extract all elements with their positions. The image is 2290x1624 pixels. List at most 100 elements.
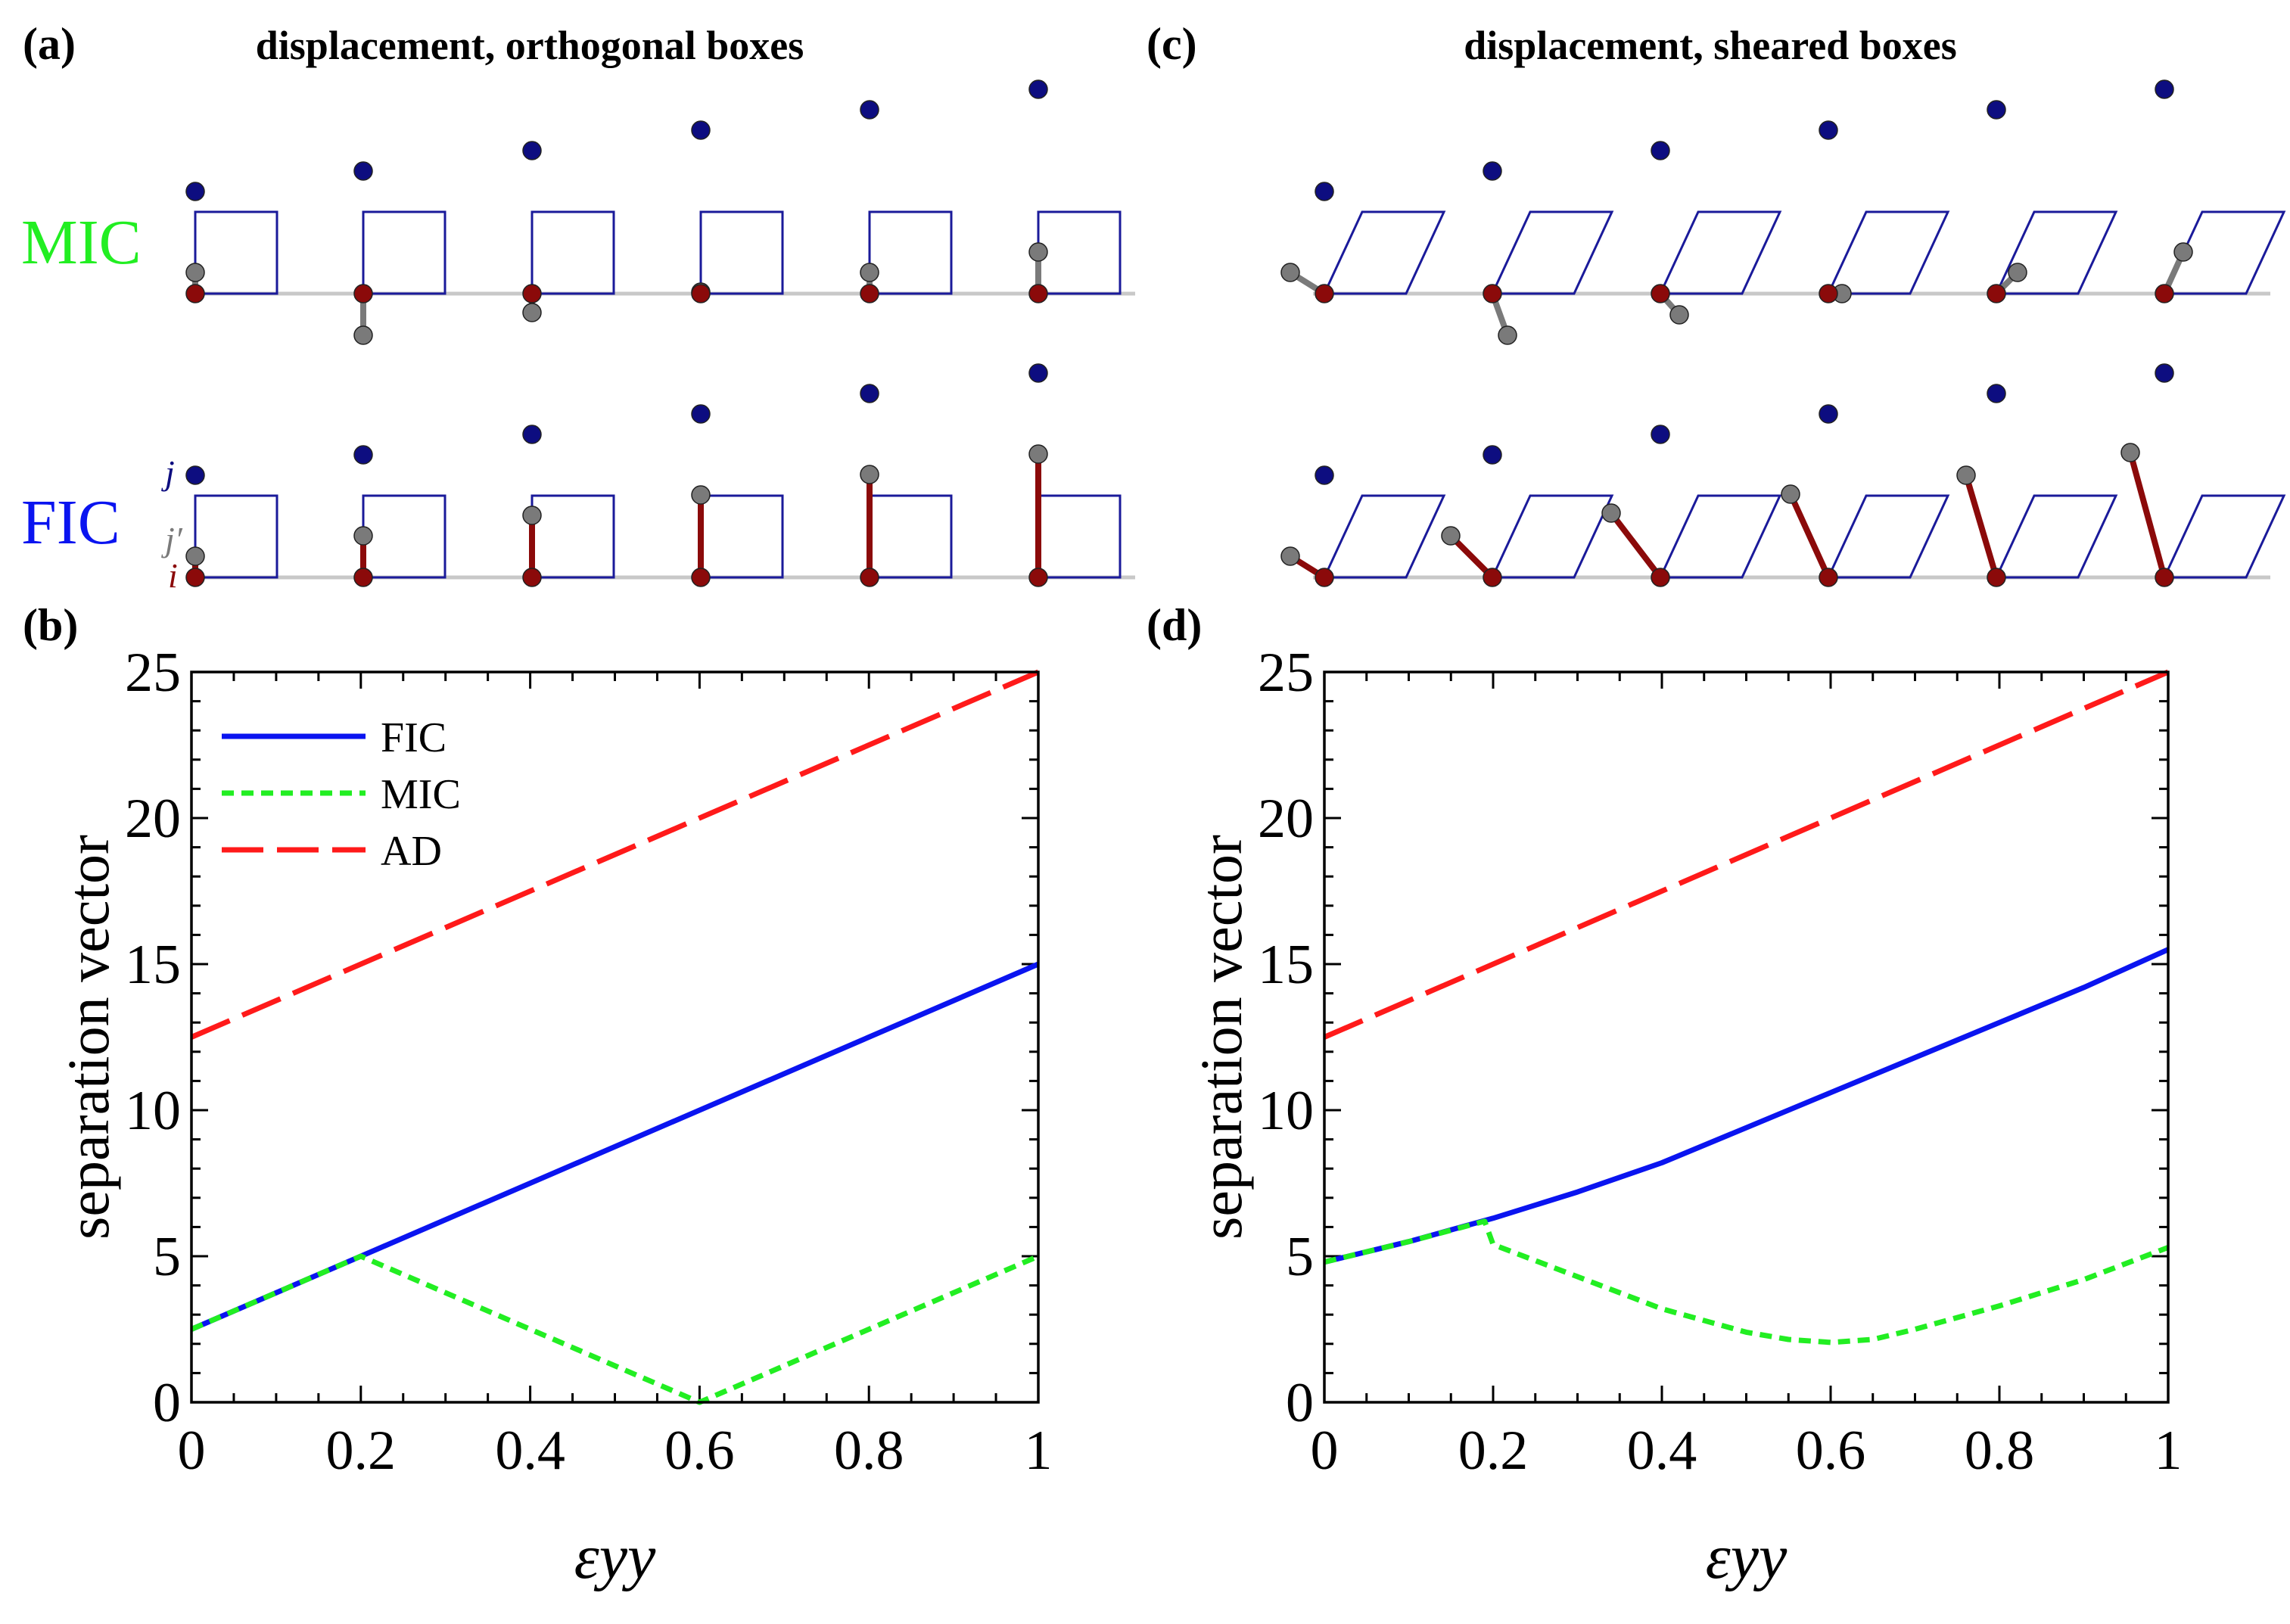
sheared-box-outline bbox=[1826, 494, 1950, 579]
atom-i bbox=[1028, 284, 1048, 303]
atom-j-prime bbox=[185, 263, 205, 282]
atom-j bbox=[1987, 100, 2006, 120]
panel-label-c: (c) bbox=[1147, 19, 1197, 69]
y-tick-label: 20 bbox=[125, 788, 181, 850]
sheared-box-outline bbox=[2162, 210, 2286, 295]
atom-j-prime bbox=[1280, 263, 1300, 282]
x-axis-label: εyy bbox=[1706, 1522, 1788, 1592]
atom-i bbox=[1028, 568, 1048, 587]
y-tick-label: 5 bbox=[153, 1226, 181, 1288]
atom-j bbox=[185, 465, 205, 485]
separation-bond bbox=[1608, 510, 1663, 580]
atom-i bbox=[2155, 284, 2174, 303]
atom-j-prime bbox=[1669, 305, 1689, 325]
atom-i bbox=[185, 568, 205, 587]
panel-title-a: displacement, orthogonal boxes bbox=[256, 23, 804, 68]
sheared-box-outline bbox=[1994, 210, 2118, 295]
y-tick-label: 25 bbox=[125, 642, 181, 704]
schematic-orthogonal bbox=[185, 79, 1135, 587]
atom-j bbox=[185, 182, 205, 201]
x-tick-label: 1 bbox=[2155, 1420, 2183, 1482]
atom-j bbox=[691, 120, 711, 140]
separation-bond bbox=[1788, 491, 1831, 580]
atom-i bbox=[1651, 284, 1670, 303]
atom-j bbox=[1819, 404, 1838, 424]
legend-label-mic: MIC bbox=[381, 771, 461, 818]
atom-j-prime bbox=[185, 546, 205, 566]
separation-bond bbox=[1963, 472, 1999, 580]
panel-label-d: (d) bbox=[1147, 600, 1202, 650]
atom-i bbox=[1483, 284, 1502, 303]
series-line-ad bbox=[190, 669, 1040, 1040]
box-outline bbox=[699, 210, 784, 295]
atom-j-prime bbox=[691, 485, 711, 505]
atom-j-prime bbox=[1028, 242, 1048, 262]
x-tick-label: 0.2 bbox=[326, 1420, 397, 1482]
atom-j-prime bbox=[860, 263, 879, 282]
atom-label-j: j bbox=[161, 453, 175, 492]
box-outline bbox=[194, 210, 278, 295]
x-tick-label: 1 bbox=[1025, 1420, 1053, 1482]
atom-i bbox=[1987, 284, 2006, 303]
sheared-box-outline bbox=[1490, 494, 1614, 579]
atom-i bbox=[522, 284, 542, 303]
atom-i bbox=[691, 284, 711, 303]
box-outline bbox=[530, 494, 615, 579]
atom-i bbox=[1987, 568, 2006, 587]
atom-j bbox=[2155, 79, 2174, 99]
atom-j bbox=[1028, 79, 1048, 99]
x-tick-label: 0.4 bbox=[495, 1420, 565, 1482]
atom-j-prime bbox=[2008, 263, 2027, 282]
atom-j bbox=[353, 445, 373, 465]
atom-i bbox=[860, 568, 879, 587]
atom-j bbox=[1028, 363, 1048, 383]
plot-frame bbox=[190, 670, 1040, 1404]
row-label-fic: FIC bbox=[21, 487, 120, 558]
legend-label-fic: FIC bbox=[381, 714, 446, 761]
y-tick-label: 15 bbox=[125, 934, 181, 996]
atom-j bbox=[1315, 182, 1334, 201]
separation-bond bbox=[1448, 533, 1495, 580]
y-axis-label: separation vector bbox=[55, 835, 121, 1240]
atom-i bbox=[353, 284, 373, 303]
series-line-mic bbox=[190, 1253, 1040, 1405]
y-tick-label: 5 bbox=[1286, 1226, 1314, 1288]
atom-j-prime bbox=[1441, 526, 1461, 546]
atom-j bbox=[522, 141, 542, 160]
y-axis-label: separation vector bbox=[1188, 835, 1254, 1240]
x-tick-label: 0.8 bbox=[1965, 1420, 2035, 1482]
atom-j bbox=[1819, 120, 1838, 140]
atom-i bbox=[2155, 568, 2174, 587]
series-line-fic bbox=[190, 961, 1040, 1332]
atom-j bbox=[353, 161, 373, 181]
separation-bond bbox=[2127, 450, 2167, 580]
box-outline bbox=[868, 210, 953, 295]
y-tick-label: 0 bbox=[1286, 1372, 1314, 1434]
series-line-ad bbox=[1323, 669, 2170, 1040]
atom-j bbox=[2155, 363, 2174, 383]
box-outline bbox=[868, 494, 953, 579]
atom-j-prime bbox=[353, 526, 373, 546]
atom-i bbox=[522, 568, 542, 587]
legend-label-ad: AD bbox=[381, 828, 442, 875]
atom-j-prime bbox=[2173, 242, 2193, 262]
atom-j bbox=[1315, 465, 1334, 485]
atom-j bbox=[1651, 141, 1670, 160]
atom-j-prime bbox=[522, 303, 542, 322]
box-outline bbox=[699, 494, 784, 579]
atom-j-prime bbox=[1956, 465, 1976, 485]
atom-i bbox=[860, 284, 879, 303]
atom-j bbox=[1483, 445, 1502, 465]
panel-label-a: (a) bbox=[23, 19, 76, 69]
box-outline bbox=[530, 210, 615, 295]
sheared-box-outline bbox=[1658, 210, 1782, 295]
sheared-box-outline bbox=[1490, 210, 1614, 295]
x-tick-label: 0.8 bbox=[834, 1420, 904, 1482]
x-tick-label: 0.6 bbox=[664, 1420, 735, 1482]
atom-j-prime bbox=[1601, 503, 1621, 523]
atom-j-prime bbox=[860, 465, 879, 484]
atom-j-prime bbox=[2120, 443, 2140, 462]
